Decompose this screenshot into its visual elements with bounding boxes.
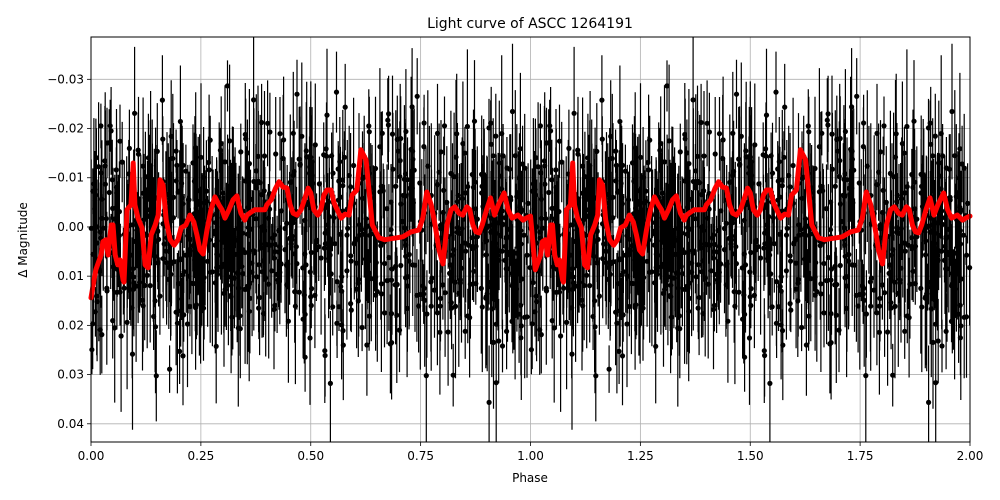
- y-tick-label: 0.04: [57, 417, 84, 431]
- x-tick-label: 0.25: [188, 449, 215, 463]
- y-tick-label: 0.01: [57, 269, 84, 283]
- y-tick-label: 0.00: [57, 220, 84, 234]
- x-tick-label: 1.25: [627, 449, 654, 463]
- x-tick-label: 1.00: [517, 449, 544, 463]
- x-tick-label: 0.00: [78, 449, 105, 463]
- y-tick-label: −0.02: [47, 122, 84, 136]
- y-tick-label: 0.03: [57, 368, 84, 382]
- x-axis-ticks: 0.00 0.25 0.50 0.75 1.00 1.25 1.50 1.75 2.00: [78, 442, 984, 463]
- x-tick-label: 1.75: [847, 449, 874, 463]
- x-tick-label: 0.75: [407, 449, 434, 463]
- y-axis-label: Δ Magnitude: [16, 202, 30, 278]
- y-tick-label: 0.02: [57, 318, 84, 332]
- y-tick-label: −0.03: [47, 72, 84, 86]
- x-tick-label: 2.00: [957, 449, 984, 463]
- x-tick-label: 1.50: [737, 449, 764, 463]
- x-tick-label: 0.50: [297, 449, 324, 463]
- binned-mean-curve: [88, 147, 973, 301]
- y-axis-ticks: −0.03 −0.02 −0.01 0.00 0.01 0.02 0.03 0.04: [47, 72, 91, 431]
- y-tick-label: −0.01: [47, 171, 84, 185]
- x-axis-label: Phase: [512, 471, 548, 485]
- chart-title: Light curve of ASCC 1264191: [427, 16, 633, 32]
